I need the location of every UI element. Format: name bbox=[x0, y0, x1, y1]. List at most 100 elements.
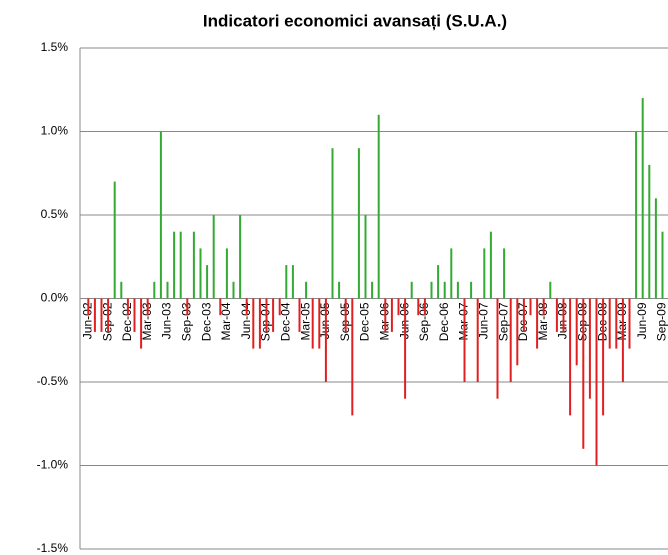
bar bbox=[100, 298, 103, 332]
x-tick-label: Sep-07 bbox=[496, 302, 510, 341]
x-tick-label: Dec-05 bbox=[358, 302, 372, 341]
bar bbox=[87, 298, 90, 316]
bar bbox=[192, 231, 195, 299]
bar bbox=[291, 265, 294, 299]
bar bbox=[206, 265, 209, 299]
x-tick-label: Sep-06 bbox=[417, 302, 431, 341]
bar bbox=[179, 231, 182, 299]
bar bbox=[595, 298, 598, 466]
bar bbox=[258, 298, 261, 349]
bar bbox=[239, 215, 242, 299]
y-tick-label: -1.5% bbox=[37, 541, 69, 555]
bar bbox=[483, 248, 486, 299]
bar bbox=[384, 298, 387, 332]
bar bbox=[272, 298, 275, 332]
bar bbox=[470, 281, 473, 299]
bar bbox=[542, 298, 545, 316]
bar bbox=[456, 281, 459, 299]
bar bbox=[522, 298, 525, 332]
bar bbox=[245, 298, 248, 316]
bar bbox=[549, 281, 552, 299]
bar bbox=[311, 298, 314, 349]
x-tick-label: Mar-08 bbox=[536, 302, 550, 340]
bar bbox=[371, 281, 374, 299]
bar bbox=[318, 298, 321, 349]
bar bbox=[126, 298, 129, 316]
bar bbox=[252, 298, 255, 349]
bar bbox=[93, 298, 96, 332]
bar bbox=[357, 148, 360, 299]
bar bbox=[225, 248, 228, 299]
bar bbox=[496, 298, 499, 399]
bar bbox=[232, 281, 235, 299]
y-tick-label: 1.0% bbox=[41, 124, 69, 138]
x-tick-label: Jun-03 bbox=[160, 302, 174, 339]
bar bbox=[351, 298, 354, 416]
bar bbox=[146, 298, 149, 316]
bar bbox=[430, 281, 433, 299]
bar bbox=[661, 231, 664, 299]
x-tick-label: Sep-03 bbox=[179, 302, 193, 341]
y-tick-label: 0.5% bbox=[41, 207, 69, 221]
bar bbox=[364, 215, 367, 299]
bar bbox=[450, 248, 453, 299]
bar bbox=[582, 298, 585, 449]
x-tick-label: Jun-07 bbox=[476, 302, 490, 339]
bar bbox=[278, 298, 281, 316]
bar bbox=[575, 298, 578, 366]
bar bbox=[635, 131, 638, 299]
x-tick-label: Jun-02 bbox=[80, 302, 94, 339]
y-tick-label: -1.0% bbox=[37, 458, 69, 472]
bar bbox=[628, 298, 631, 349]
bar bbox=[509, 298, 512, 382]
bar bbox=[529, 298, 532, 316]
bar bbox=[437, 265, 440, 299]
bar bbox=[338, 281, 341, 299]
bar bbox=[503, 248, 506, 299]
bar bbox=[140, 298, 143, 349]
bar bbox=[166, 281, 169, 299]
y-tick-label: 0.0% bbox=[41, 291, 69, 305]
bar bbox=[113, 181, 116, 299]
x-tick-label: Dec-06 bbox=[437, 302, 451, 341]
bar bbox=[133, 298, 136, 332]
bar bbox=[516, 298, 519, 366]
bar bbox=[298, 298, 301, 332]
bar bbox=[641, 98, 644, 299]
x-tick-label: Dec-02 bbox=[120, 302, 134, 341]
bar bbox=[602, 298, 605, 416]
bar bbox=[443, 281, 446, 299]
bar bbox=[555, 298, 558, 332]
bar bbox=[219, 298, 222, 316]
x-tick-label: Sep-09 bbox=[655, 302, 668, 341]
y-tick-label: 1.5% bbox=[41, 40, 69, 54]
bar bbox=[608, 298, 611, 349]
bar bbox=[107, 298, 110, 332]
bar bbox=[324, 298, 327, 382]
bar bbox=[173, 231, 176, 299]
bar bbox=[397, 298, 400, 316]
x-tick-label: Dec-03 bbox=[199, 302, 213, 341]
bar bbox=[159, 131, 162, 299]
bar bbox=[569, 298, 572, 416]
bar bbox=[404, 298, 407, 399]
bar bbox=[463, 298, 466, 382]
bar bbox=[423, 298, 426, 316]
bar bbox=[120, 281, 123, 299]
bar bbox=[476, 298, 479, 382]
bar bbox=[536, 298, 539, 349]
bar bbox=[621, 298, 624, 382]
bar bbox=[654, 198, 657, 299]
x-tick-label: Mar-04 bbox=[219, 302, 233, 340]
bar bbox=[212, 215, 215, 299]
x-tick-label: Jun-04 bbox=[239, 302, 253, 339]
bar bbox=[265, 298, 268, 332]
x-tick-label: Jun-09 bbox=[635, 302, 649, 339]
bar bbox=[648, 164, 651, 299]
bar bbox=[390, 298, 393, 332]
bar bbox=[410, 281, 413, 299]
chart-title: Indicatori economici avansați (S.U.A.) bbox=[203, 11, 507, 30]
bar bbox=[199, 248, 202, 299]
bar bbox=[285, 265, 288, 299]
